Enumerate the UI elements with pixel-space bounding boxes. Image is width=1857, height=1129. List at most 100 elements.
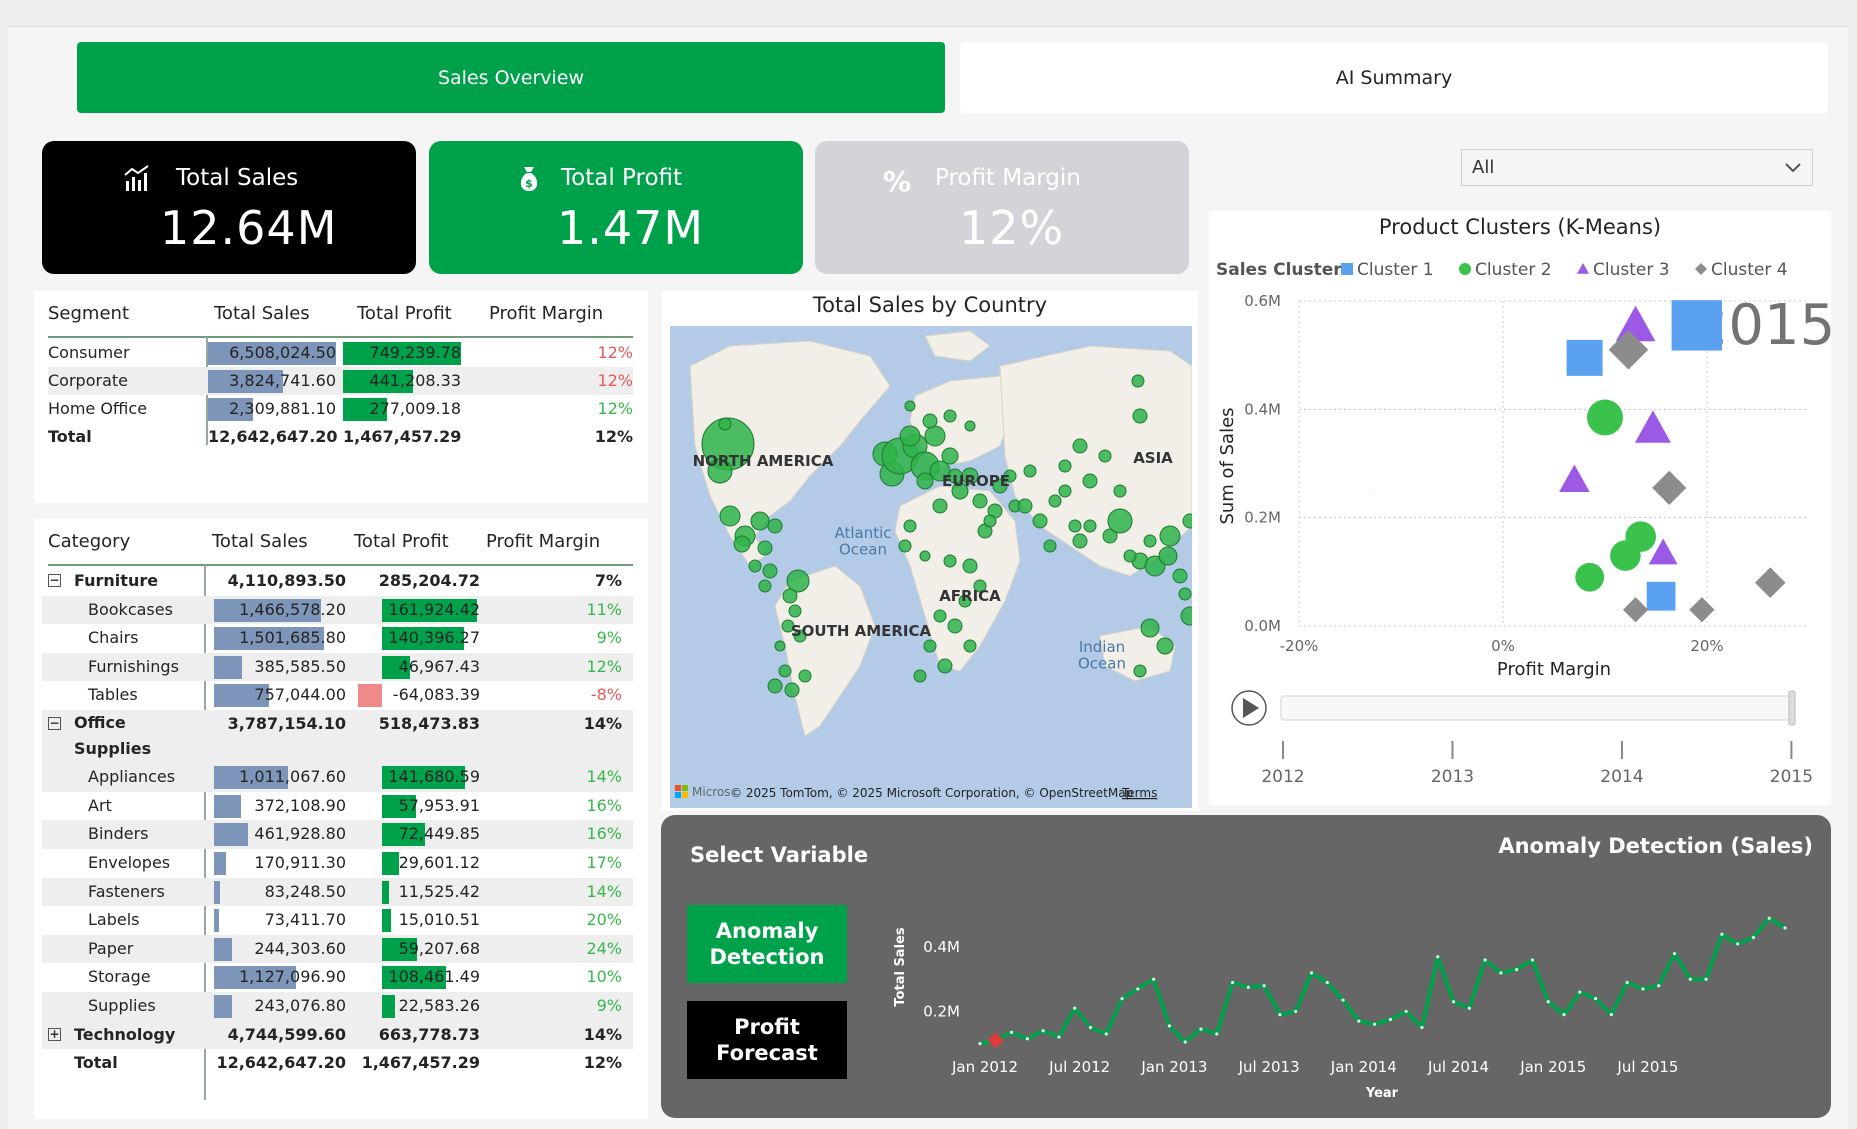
sales-bubble[interactable] — [782, 588, 798, 604]
anomaly-line-chart[interactable]: 0.4M 0.2M Total Sales Jan 2012 Jul 2012 Jan 2… — [880, 915, 1820, 1115]
subcategory-row[interactable]: Labels 73,411.70 15,010.51 20% — [42, 906, 633, 935]
sales-bubble[interactable] — [899, 425, 921, 447]
category-group-row[interactable]: − Furniture 4,110,893.50 285,204.72 7% — [42, 567, 633, 596]
data-point[interactable] — [1294, 1009, 1298, 1014]
sales-bubble[interactable] — [916, 472, 934, 490]
column-header[interactable]: Total Profit — [354, 531, 449, 552]
cluster-point[interactable] — [1370, 492, 1371, 494]
sales-bubble[interactable] — [786, 569, 810, 593]
sales-bubble[interactable] — [943, 409, 957, 423]
sales-bubble[interactable] — [1082, 473, 1098, 489]
subcategory-row[interactable]: Paper 244,303.60 59,207.68 24% — [42, 934, 633, 964]
sales-bubble[interactable] — [963, 639, 977, 653]
cluster-point[interactable] — [1754, 567, 1786, 598]
table-row[interactable]: Home Office 2,309,881.10 277,009.18 12% — [48, 395, 633, 423]
cluster-point[interactable] — [1566, 339, 1603, 376]
play-axis-track[interactable] — [1280, 695, 1794, 721]
sales-bubble[interactable] — [962, 558, 978, 574]
sales-bubble[interactable] — [762, 563, 778, 579]
sales-bubble[interactable] — [758, 579, 772, 593]
cluster-point[interactable] — [1623, 597, 1649, 623]
sales-bubble[interactable] — [748, 559, 762, 573]
sales-bubble[interactable] — [1068, 519, 1082, 533]
sales-bubble[interactable] — [961, 467, 979, 485]
sales-bubble[interactable] — [1113, 484, 1127, 498]
sales-bubble[interactable] — [922, 413, 938, 429]
data-point[interactable] — [1199, 1027, 1203, 1031]
sales-bubble[interactable] — [943, 554, 957, 568]
cluster-point[interactable] — [1615, 305, 1656, 342]
anomaly-detection-button[interactable]: Anomaly Detection — [687, 905, 847, 983]
cluster-point[interactable] — [1587, 399, 1623, 436]
cluster-point[interactable] — [1575, 562, 1605, 592]
anomaly-marker[interactable] — [987, 1032, 1004, 1049]
sales-bubble[interactable] — [924, 425, 946, 447]
sales-bubble[interactable] — [1083, 519, 1097, 533]
cluster-point[interactable] — [1652, 470, 1687, 505]
data-point[interactable] — [1578, 990, 1582, 994]
subcategory-row[interactable]: Binders 461,928.80 72,449.85 16% — [42, 820, 633, 849]
data-point[interactable] — [1246, 985, 1250, 989]
sales-bubble[interactable] — [707, 458, 733, 484]
data-point[interactable] — [1309, 971, 1314, 975]
subcategory-row[interactable]: Supplies 243,076.80 22,583.26 9% — [42, 992, 633, 1021]
column-header[interactable]: Total Sales — [214, 303, 310, 324]
sales-bubble[interactable] — [932, 498, 948, 514]
expand-icon[interactable]: + — [48, 1026, 61, 1041]
data-point[interactable] — [1720, 932, 1724, 936]
legend-item[interactable]: Cluster 3 — [1577, 260, 1670, 280]
data-point[interactable] — [1183, 1040, 1187, 1044]
cluster-point[interactable] — [1689, 597, 1715, 623]
sales-bubble[interactable] — [972, 493, 988, 509]
sales-bubble[interactable] — [788, 604, 802, 618]
data-point[interactable] — [1230, 980, 1235, 985]
sales-bubble[interactable] — [1058, 459, 1072, 473]
sales-bubble[interactable] — [913, 669, 927, 683]
column-header[interactable]: Profit Margin — [489, 303, 604, 324]
column-header[interactable]: Total Profit — [357, 303, 452, 324]
data-point[interactable] — [1625, 980, 1629, 985]
collapse-icon[interactable]: − — [48, 716, 61, 730]
sales-bubble[interactable] — [1072, 438, 1088, 454]
data-point[interactable] — [1657, 984, 1661, 988]
world-map[interactable]: NORTH AMERICA EUROPE ASIA AFRICA SOUTH AMERI… — [670, 326, 1192, 808]
subcategory-row[interactable]: Art 372,108.90 57,953.91 16% — [42, 792, 633, 821]
sales-bubble[interactable] — [903, 519, 917, 533]
data-point[interactable] — [1088, 1025, 1093, 1030]
category-group-row[interactable]: − Office Supplies 3,787,154.10 518,473.83 14… — [42, 710, 633, 764]
sales-bubble[interactable] — [898, 539, 912, 553]
data-point[interactable] — [1136, 987, 1140, 991]
sales-bubble[interactable] — [937, 658, 953, 674]
sales-series-line[interactable] — [979, 916, 1787, 1046]
sales-bubble[interactable] — [1182, 513, 1192, 529]
sales-bubble[interactable] — [904, 400, 916, 412]
data-point[interactable] — [1073, 1006, 1077, 1010]
data-point[interactable] — [1167, 1024, 1172, 1028]
data-point[interactable] — [1357, 1019, 1361, 1023]
subcategory-row[interactable]: Furnishings 385,585.50 46,967.43 12% — [42, 652, 633, 682]
data-point[interactable] — [1373, 1022, 1377, 1026]
sales-bubble[interactable] — [767, 518, 783, 534]
cluster-point[interactable] — [1634, 410, 1671, 443]
cluster-point[interactable] — [1646, 581, 1676, 611]
subcategory-row[interactable]: Storage 1,127,096.90 108,461.49 10% — [42, 963, 633, 992]
data-point[interactable] — [1641, 987, 1645, 991]
data-point[interactable] — [1467, 1006, 1471, 1010]
cluster-point[interactable] — [1671, 300, 1722, 351]
column-header[interactable]: Segment — [48, 303, 129, 324]
sales-bubble[interactable] — [798, 669, 812, 683]
year-filter-dropdown[interactable]: All — [1461, 149, 1813, 186]
data-point[interactable] — [1736, 942, 1740, 946]
subcategory-row[interactable]: Envelopes 170,911.30 29,601.12 17% — [42, 849, 633, 878]
data-point[interactable] — [1562, 1013, 1566, 1017]
data-point[interactable] — [1009, 1030, 1014, 1034]
sales-bubble[interactable] — [1159, 525, 1181, 547]
profit-forecast-button[interactable]: Profit Forecast — [687, 1001, 847, 1079]
column-header[interactable]: Profit Margin — [486, 531, 601, 552]
data-point[interactable] — [1041, 1029, 1045, 1033]
subcategory-row[interactable]: Fasteners 83,248.50 11,525.42 14% — [42, 877, 633, 907]
sales-bubble[interactable] — [1098, 449, 1112, 463]
sales-bubble[interactable] — [947, 618, 963, 634]
sales-bubble[interactable] — [1107, 508, 1133, 534]
sales-bubble[interactable] — [1143, 534, 1157, 548]
